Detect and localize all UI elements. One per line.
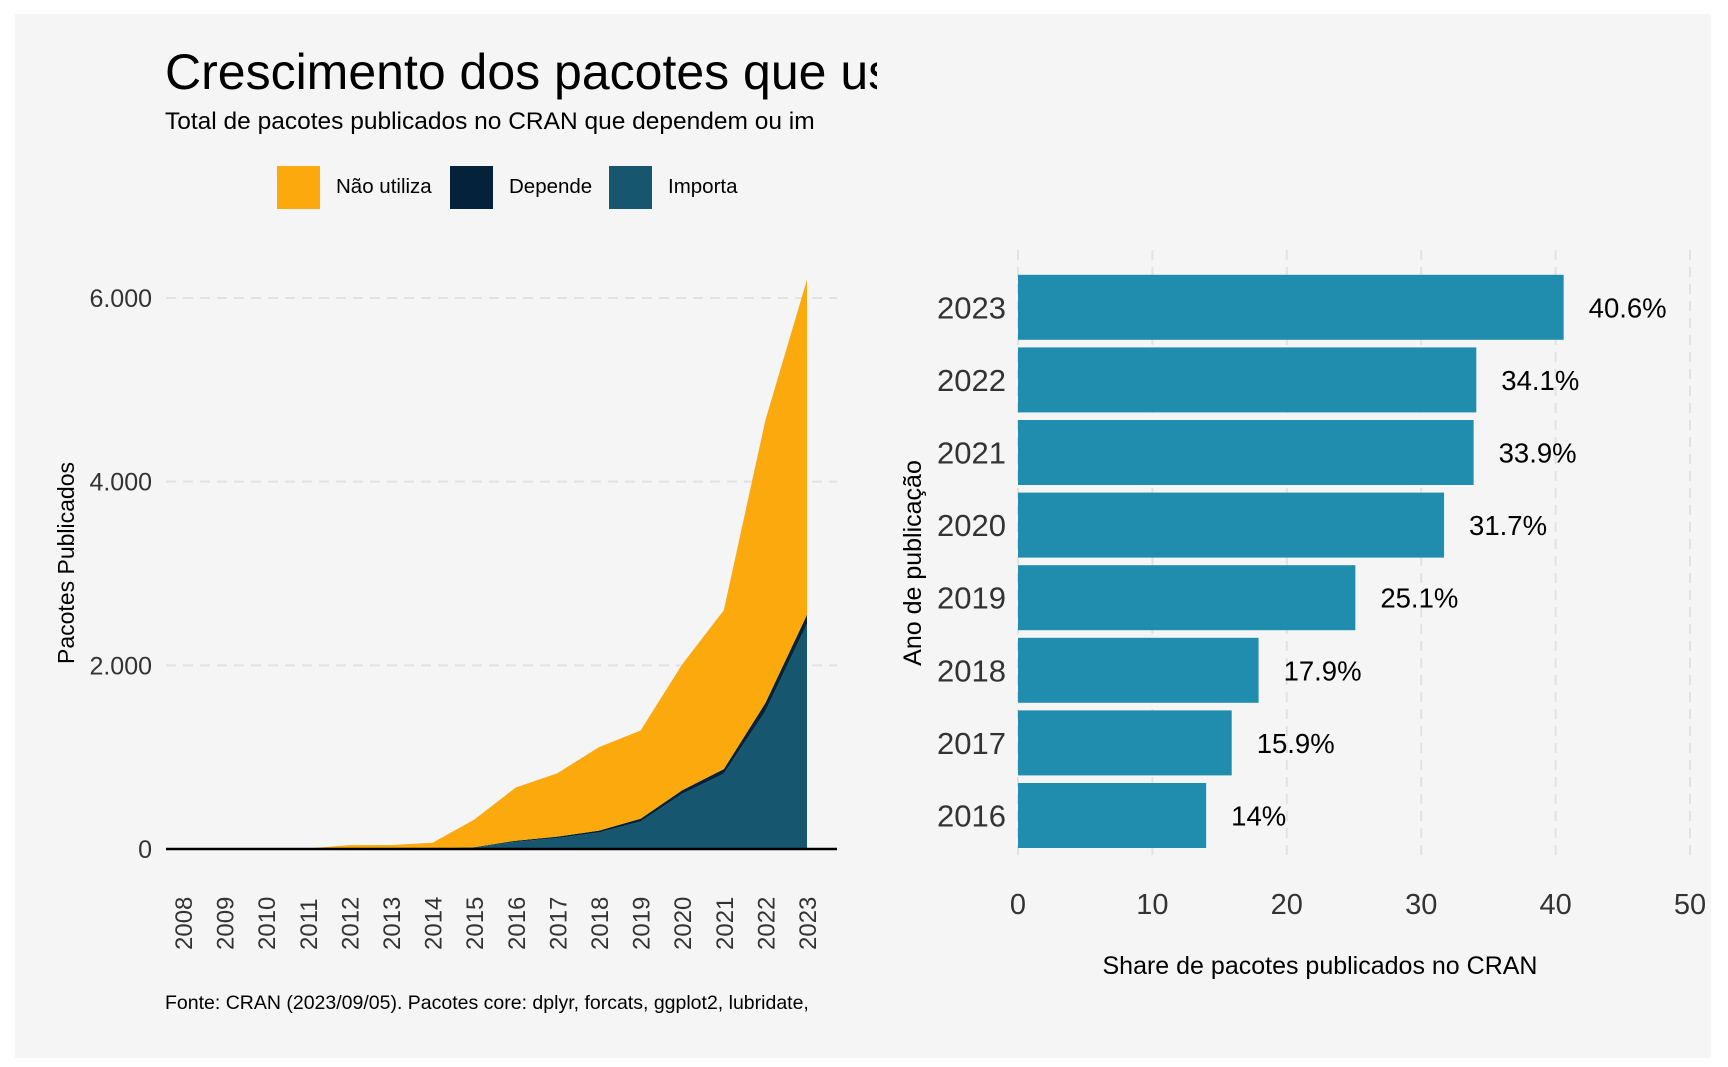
area-chart: 0 2.000 4.000 6.000 2008 2009 2010 2011 2012 2013… (53, 279, 837, 950)
bar-x-tick-label: 40 (1539, 889, 1571, 921)
bar-2020 (1018, 492, 1445, 558)
bar-y-axis-title: Ano de publicação (899, 460, 927, 666)
bar-y-tick-label: 2016 (937, 799, 1006, 834)
legend-item-depende: Depende (450, 165, 592, 209)
bar-value-label: 15.9% (1257, 728, 1335, 759)
bar-y-tick-label: 2018 (937, 653, 1006, 688)
area-x-tick-label: 2018 (587, 897, 614, 950)
bar-y-tick-label: 2023 (937, 290, 1006, 325)
area-x-tick-label: 2010 (254, 897, 281, 950)
area-x-tick-label: 2008 (171, 897, 198, 950)
legend-label-depende: Depende (509, 175, 593, 198)
bar-x-tick-label: 0 (1010, 889, 1026, 921)
bar-y-tick-label: 2019 (937, 581, 1006, 616)
area-x-tick-label: 2016 (504, 897, 531, 950)
bar-y-tick-label: 2021 (937, 436, 1006, 471)
bar-x-tick-label: 20 (1271, 889, 1303, 921)
chart-subtitle: Total de pacotes publicados no CRAN que … (165, 108, 815, 135)
bar-2021 (1018, 420, 1474, 485)
bar-x-axis-title: Share de pacotes publicados no CRAN (1103, 952, 1538, 980)
bar-2016 (1018, 783, 1207, 848)
area-series-importa (183, 624, 807, 849)
chart-caption: Fonte: CRAN (2023/09/05). Pacotes core: … (165, 992, 809, 1014)
area-x-tick-label: 2022 (753, 897, 780, 950)
legend-key-importa (609, 165, 652, 209)
bar-2022 (1018, 347, 1477, 413)
legend-label-importa: Importa (668, 175, 738, 198)
area-y-tick-label: 6.000 (89, 285, 152, 313)
bar-2018 (1018, 637, 1259, 703)
area-x-tick-label: 2013 (379, 897, 406, 950)
area-x-tick-label: 2011 (296, 898, 323, 950)
bar-value-label: 40.6% (1589, 292, 1667, 323)
bar-value-label: 14% (1231, 801, 1286, 832)
area-x-tick-label: 2009 (213, 897, 240, 950)
chart-title: Crescimento dos pacotes que usa (165, 44, 877, 100)
area-y-tick-label: 0 (138, 836, 152, 864)
area-x-tick-label: 2019 (629, 897, 656, 950)
legend-key-nao-utiliza (277, 165, 320, 209)
bar-value-label: 17.9% (1284, 655, 1362, 686)
area-x-tick-label: 2021 (712, 897, 739, 950)
area-y-tick-label: 4.000 (89, 469, 152, 497)
bar-value-label: 34.1% (1501, 365, 1579, 396)
area-x-tick-label: 2014 (421, 897, 448, 950)
bar-y-tick-label: 2017 (937, 726, 1006, 761)
bar-value-label: 31.7% (1469, 510, 1547, 541)
area-x-tick-label: 2017 (545, 897, 572, 950)
bar-value-label: 33.9% (1499, 438, 1577, 469)
area-x-tick-label: 2012 (337, 897, 364, 950)
bar-2019 (1018, 565, 1356, 631)
bar-2017 (1018, 710, 1232, 776)
legend-item-importa: Importa (609, 165, 738, 209)
area-y-axis-title: Pacotes Publicados (53, 462, 79, 664)
bar-y-tick-label: 2020 (937, 508, 1006, 543)
bar-x-tick-label: 30 (1405, 889, 1437, 921)
bar-x-tick-label: 10 (1136, 889, 1168, 921)
bar-value-label: 25.1% (1380, 583, 1458, 614)
bar-y-tick-label: 2022 (937, 363, 1006, 398)
area-x-tick-label: 2023 (795, 897, 822, 950)
area-x-tick-label: 2015 (462, 897, 489, 950)
area-series-noutiliza (183, 279, 807, 850)
legend-label-nao-utiliza: Não utiliza (336, 175, 432, 198)
bar-2023 (1018, 274, 1564, 340)
bar-chart: 0 10 20 30 40 50 2023 40.6% 2022 34.1% 2021 33.9% 20… (899, 250, 1706, 980)
area-x-tick-label: 2020 (670, 897, 697, 950)
legend-key-depende (450, 165, 493, 209)
area-y-tick-label: 2.000 (89, 652, 152, 680)
legend-item-nao-utiliza: Não utiliza (277, 165, 432, 209)
bar-x-tick-label: 50 (1674, 889, 1706, 921)
